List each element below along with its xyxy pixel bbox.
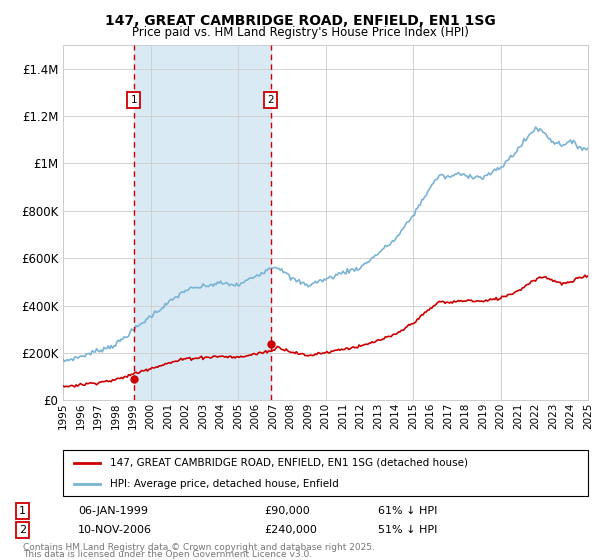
Text: Contains HM Land Registry data © Crown copyright and database right 2025.: Contains HM Land Registry data © Crown c… — [23, 543, 374, 552]
Text: 1995: 1995 — [58, 403, 68, 429]
Text: 2023: 2023 — [548, 403, 558, 429]
Text: 2001: 2001 — [163, 403, 173, 429]
Text: 2014: 2014 — [391, 403, 401, 429]
Text: 1998: 1998 — [110, 403, 121, 429]
Text: 2020: 2020 — [496, 403, 505, 429]
Text: £240,000: £240,000 — [264, 525, 317, 535]
Text: 2017: 2017 — [443, 403, 453, 429]
Text: 51% ↓ HPI: 51% ↓ HPI — [378, 525, 437, 535]
Bar — [134, 45, 271, 400]
Text: 2008: 2008 — [286, 403, 296, 429]
FancyBboxPatch shape — [63, 450, 588, 496]
Text: 1: 1 — [130, 95, 137, 105]
Text: 1999: 1999 — [128, 403, 138, 429]
Text: 2021: 2021 — [513, 403, 523, 429]
Text: 147, GREAT CAMBRIDGE ROAD, ENFIELD, EN1 1SG (detached house): 147, GREAT CAMBRIDGE ROAD, ENFIELD, EN1 … — [110, 458, 468, 468]
Text: HPI: Average price, detached house, Enfield: HPI: Average price, detached house, Enfi… — [110, 479, 339, 489]
Text: This data is licensed under the Open Government Licence v3.0.: This data is licensed under the Open Gov… — [23, 550, 312, 559]
Text: 2015: 2015 — [408, 403, 418, 429]
Text: 2003: 2003 — [198, 403, 208, 429]
Text: 1996: 1996 — [76, 403, 86, 429]
Text: 06-JAN-1999: 06-JAN-1999 — [78, 506, 148, 516]
Text: 10-NOV-2006: 10-NOV-2006 — [78, 525, 152, 535]
Text: 2011: 2011 — [338, 403, 348, 429]
Text: 2009: 2009 — [303, 403, 313, 429]
Text: 2013: 2013 — [373, 403, 383, 429]
Text: 2016: 2016 — [425, 403, 436, 429]
Text: 2025: 2025 — [583, 403, 593, 429]
Text: 2004: 2004 — [215, 403, 226, 429]
Text: £90,000: £90,000 — [264, 506, 310, 516]
Text: 2: 2 — [19, 525, 26, 535]
Text: 147, GREAT CAMBRIDGE ROAD, ENFIELD, EN1 1SG: 147, GREAT CAMBRIDGE ROAD, ENFIELD, EN1 … — [104, 14, 496, 28]
Text: 2022: 2022 — [530, 403, 541, 429]
Text: 1: 1 — [19, 506, 26, 516]
Text: 2024: 2024 — [566, 403, 575, 429]
Text: Price paid vs. HM Land Registry's House Price Index (HPI): Price paid vs. HM Land Registry's House … — [131, 26, 469, 39]
Text: 2019: 2019 — [478, 403, 488, 429]
Text: 2006: 2006 — [251, 403, 260, 429]
Text: 2010: 2010 — [320, 403, 331, 429]
Text: 1997: 1997 — [93, 403, 103, 429]
Text: 2002: 2002 — [181, 403, 191, 429]
Text: 2005: 2005 — [233, 403, 243, 429]
Text: 61% ↓ HPI: 61% ↓ HPI — [378, 506, 437, 516]
Text: 2012: 2012 — [355, 403, 365, 429]
Text: 2007: 2007 — [268, 403, 278, 429]
Text: 2: 2 — [268, 95, 274, 105]
Text: 2000: 2000 — [146, 403, 155, 429]
Text: 2018: 2018 — [461, 403, 470, 429]
